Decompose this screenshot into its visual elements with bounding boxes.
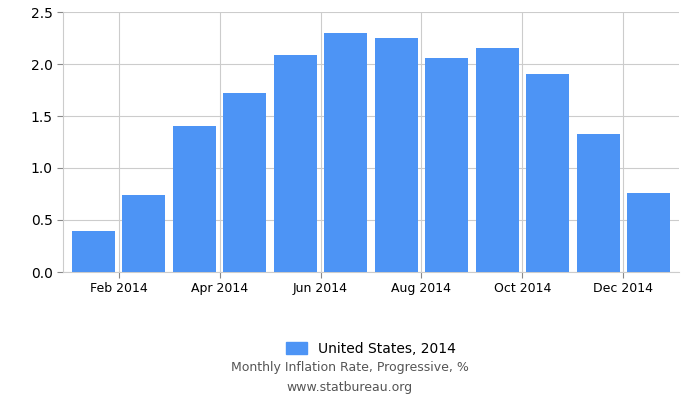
Bar	[627, 193, 670, 272]
Bar	[223, 93, 266, 272]
Bar	[173, 126, 216, 272]
Bar	[577, 134, 620, 272]
Bar	[476, 48, 519, 272]
Legend: United States, 2014: United States, 2014	[281, 336, 461, 361]
Text: www.statbureau.org: www.statbureau.org	[287, 382, 413, 394]
Text: Monthly Inflation Rate, Progressive, %: Monthly Inflation Rate, Progressive, %	[231, 362, 469, 374]
Bar	[274, 55, 316, 272]
Bar	[426, 58, 468, 272]
Bar	[324, 33, 368, 272]
Bar	[374, 38, 418, 272]
Bar	[526, 74, 569, 272]
Bar	[72, 232, 115, 272]
Bar	[122, 195, 165, 272]
